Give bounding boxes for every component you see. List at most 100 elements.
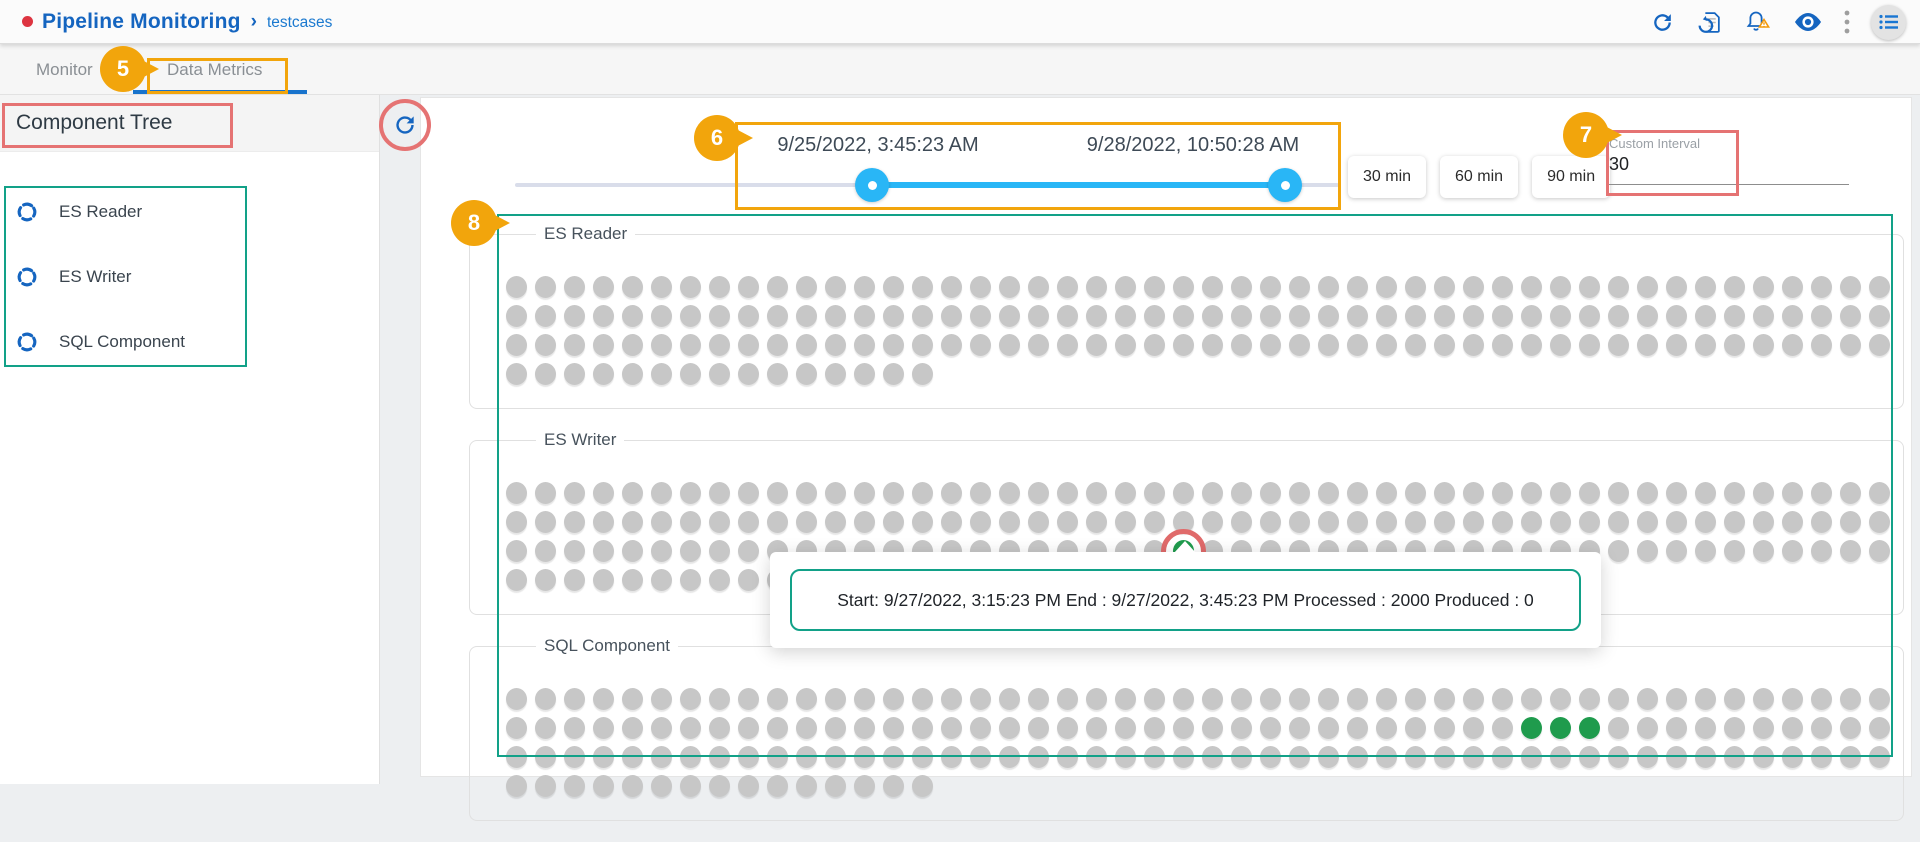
status-dot[interactable] <box>1666 334 1687 356</box>
status-dot[interactable] <box>1840 482 1861 504</box>
status-dot[interactable] <box>1724 276 1745 298</box>
status-dot-success[interactable] <box>1579 717 1600 739</box>
status-dot[interactable] <box>1434 717 1455 739</box>
status-dot[interactable] <box>941 717 962 739</box>
status-dot[interactable] <box>1173 482 1194 504</box>
status-dot[interactable] <box>622 305 643 327</box>
status-dot[interactable] <box>825 511 846 533</box>
status-dot[interactable] <box>709 717 730 739</box>
status-dot[interactable] <box>535 276 556 298</box>
status-dot[interactable] <box>796 717 817 739</box>
status-dot[interactable] <box>1637 717 1658 739</box>
status-dot[interactable] <box>1115 482 1136 504</box>
status-dot[interactable] <box>593 746 614 768</box>
status-dot[interactable] <box>1869 511 1890 533</box>
status-dot[interactable] <box>883 717 904 739</box>
status-dot[interactable] <box>1347 334 1368 356</box>
status-dot[interactable] <box>1753 482 1774 504</box>
status-dot[interactable] <box>535 746 556 768</box>
status-dot[interactable] <box>1666 688 1687 710</box>
status-dot[interactable] <box>1260 305 1281 327</box>
status-dot[interactable] <box>796 305 817 327</box>
status-dot[interactable] <box>941 688 962 710</box>
status-dot[interactable] <box>1579 305 1600 327</box>
status-dot[interactable] <box>1637 540 1658 562</box>
status-dot[interactable] <box>1463 688 1484 710</box>
status-dot[interactable] <box>1144 717 1165 739</box>
status-dot[interactable] <box>622 688 643 710</box>
status-dot[interactable] <box>680 569 701 591</box>
status-dot[interactable] <box>680 482 701 504</box>
status-dot[interactable] <box>825 482 846 504</box>
status-dot[interactable] <box>1579 746 1600 768</box>
status-dot[interactable] <box>970 688 991 710</box>
slider-handle-end[interactable] <box>1268 168 1302 202</box>
status-dot[interactable] <box>1695 511 1716 533</box>
status-dot[interactable] <box>1608 746 1629 768</box>
status-dot[interactable] <box>1028 276 1049 298</box>
status-dot[interactable] <box>825 688 846 710</box>
status-dot[interactable] <box>738 569 759 591</box>
status-dot[interactable] <box>1550 746 1571 768</box>
status-dot[interactable] <box>1347 688 1368 710</box>
status-dot[interactable] <box>709 363 730 385</box>
status-dot[interactable] <box>1608 276 1629 298</box>
status-dot[interactable] <box>854 511 875 533</box>
status-dot[interactable] <box>1144 511 1165 533</box>
status-dot[interactable] <box>1463 511 1484 533</box>
status-dot[interactable] <box>651 569 672 591</box>
status-dot[interactable] <box>1695 746 1716 768</box>
status-dot[interactable] <box>1405 276 1426 298</box>
status-dot[interactable] <box>1347 482 1368 504</box>
status-dot[interactable] <box>709 540 730 562</box>
status-dot[interactable] <box>680 305 701 327</box>
status-dot[interactable] <box>1840 305 1861 327</box>
status-dot[interactable] <box>1260 334 1281 356</box>
status-dot[interactable] <box>1086 688 1107 710</box>
component-item[interactable]: ES Writer <box>0 244 379 309</box>
preview-eye-icon[interactable] <box>1793 12 1823 32</box>
status-dot[interactable] <box>709 775 730 797</box>
status-dot[interactable] <box>999 305 1020 327</box>
status-dot[interactable] <box>883 363 904 385</box>
status-dot[interactable] <box>1869 305 1890 327</box>
status-dot[interactable] <box>709 569 730 591</box>
status-dot[interactable] <box>680 540 701 562</box>
status-dot[interactable] <box>1115 334 1136 356</box>
status-dot[interactable] <box>767 688 788 710</box>
status-dot[interactable] <box>1753 334 1774 356</box>
status-dot[interactable] <box>1318 276 1339 298</box>
status-dot[interactable] <box>1434 305 1455 327</box>
status-dot[interactable] <box>941 334 962 356</box>
status-dot[interactable] <box>1666 276 1687 298</box>
component-tree-refresh-icon[interactable] <box>392 112 418 138</box>
status-dot[interactable] <box>1289 305 1310 327</box>
status-dot[interactable] <box>825 305 846 327</box>
status-dot[interactable] <box>1724 746 1745 768</box>
status-dot[interactable] <box>1811 276 1832 298</box>
status-dot[interactable] <box>564 511 585 533</box>
status-dot[interactable] <box>1318 746 1339 768</box>
status-dot[interactable] <box>1405 717 1426 739</box>
status-dot[interactable] <box>622 276 643 298</box>
status-dot[interactable] <box>999 746 1020 768</box>
status-dot[interactable] <box>1057 511 1078 533</box>
status-dot[interactable] <box>622 746 643 768</box>
status-dot[interactable] <box>1173 305 1194 327</box>
status-dot[interactable] <box>1202 334 1223 356</box>
status-dot[interactable] <box>912 511 933 533</box>
notifications-bell-icon[interactable] <box>1744 9 1772 35</box>
status-dot[interactable] <box>1347 305 1368 327</box>
status-dot[interactable] <box>506 717 527 739</box>
status-dot[interactable] <box>506 363 527 385</box>
status-dot[interactable] <box>1521 511 1542 533</box>
status-dot[interactable] <box>1753 746 1774 768</box>
status-dot[interactable] <box>825 717 846 739</box>
status-dot[interactable] <box>1811 688 1832 710</box>
status-dot[interactable] <box>622 334 643 356</box>
status-dot[interactable] <box>1144 746 1165 768</box>
status-dot[interactable] <box>1115 276 1136 298</box>
status-dot[interactable] <box>1695 540 1716 562</box>
status-dot[interactable] <box>1115 511 1136 533</box>
status-dot[interactable] <box>680 276 701 298</box>
